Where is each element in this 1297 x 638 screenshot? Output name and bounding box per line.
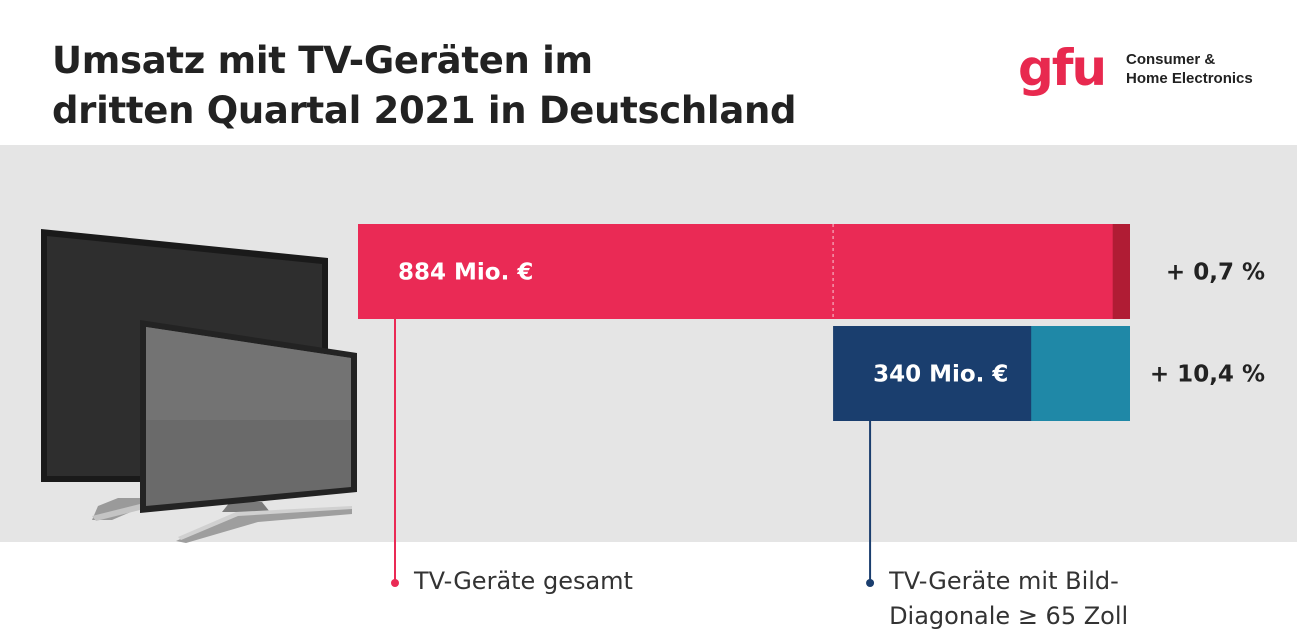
bar-2-value-label: 340 Mio. € bbox=[873, 362, 1008, 388]
bar-2-growth-segment bbox=[1031, 326, 1130, 421]
bar-1-change-label: + 0,7 % bbox=[1166, 260, 1265, 286]
bar-1 bbox=[358, 224, 1130, 319]
title-line-2: dritten Quartal 2021 in Deutschland bbox=[52, 89, 797, 132]
bar-2-change-label: + 10,4 % bbox=[1150, 362, 1265, 388]
logo-mark: gfu bbox=[1018, 39, 1107, 97]
title-line-1: Umsatz mit TV-Geräten im bbox=[52, 39, 593, 82]
legend-2-marker bbox=[866, 579, 875, 587]
logo-text-line-2: Home Electronics bbox=[1126, 70, 1253, 87]
chart-plot-area: 884 Mio. € + 0,7 % 340 Mio. € + 10,4 % TV-Ge… bbox=[358, 224, 1265, 630]
bar-1-value-label: 884 Mio. € bbox=[398, 260, 533, 286]
legend-2-text-line-2: Diagonale ≥ 65 Zoll bbox=[889, 602, 1128, 630]
bar-1-growth-segment bbox=[1112, 224, 1130, 319]
page-title: Umsatz mit TV-Geräten im dritten Quartal… bbox=[52, 36, 797, 136]
logo-text-line-1: Consumer & bbox=[1126, 51, 1216, 68]
legend-1-text-line-1: TV-Geräte gesamt bbox=[413, 567, 633, 595]
legend-2-text-line-1: TV-Geräte mit Bild- bbox=[888, 567, 1119, 595]
logo-text: Consumer & Home Electronics bbox=[1126, 50, 1253, 88]
tv-sets-icon bbox=[41, 229, 357, 543]
legend-1-marker bbox=[391, 579, 399, 587]
